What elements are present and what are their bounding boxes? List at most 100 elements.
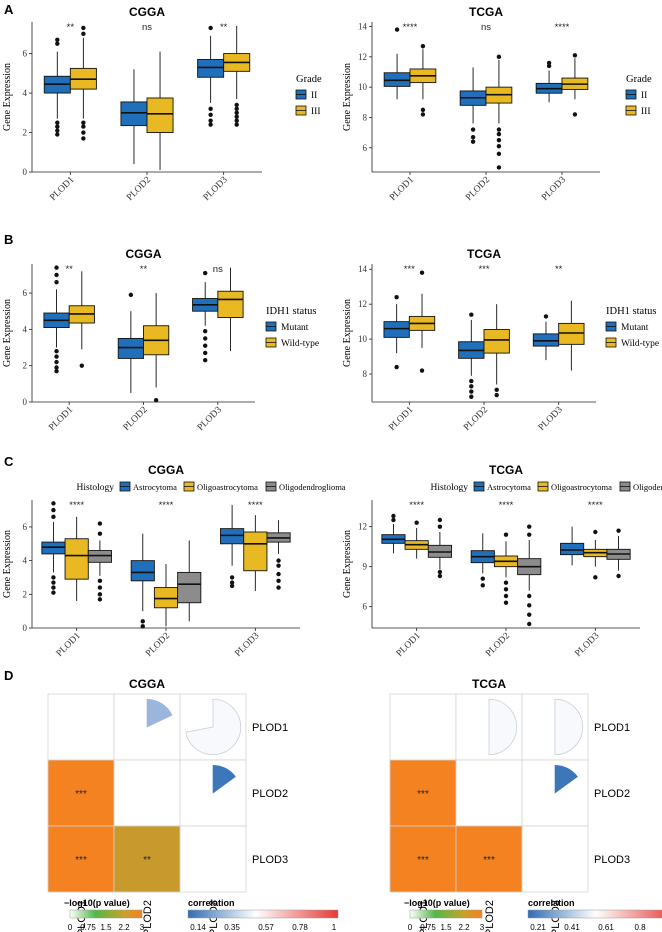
outlier-point xyxy=(437,569,443,575)
panel-label-d: D xyxy=(4,668,13,683)
pvalue-cell xyxy=(455,825,523,893)
outlier-point xyxy=(391,513,396,519)
box-wild-type-plod3 xyxy=(217,267,244,352)
box-mutant-plod2 xyxy=(117,292,144,393)
legend-title: IDH1 status xyxy=(266,306,316,317)
legend-entry: Oligoastrocytoma xyxy=(197,482,258,492)
x-tick-label: PLOD2 xyxy=(144,631,172,659)
outlier-point xyxy=(81,120,86,125)
outlier-point xyxy=(54,272,59,278)
box-oligoastrocytoma-plod2 xyxy=(493,532,519,605)
pvalue-stars: *** xyxy=(417,789,429,800)
pvalue-tick: 2.2 xyxy=(458,923,470,932)
significance-label: **** xyxy=(69,500,84,511)
correlation-tick: 0.57 xyxy=(258,923,274,932)
outlier-point xyxy=(527,621,532,627)
legend-entry: Mutant xyxy=(621,323,649,333)
outlier-point xyxy=(420,112,426,117)
box-oligodendroglioma-plod3 xyxy=(606,528,631,579)
outlier-point xyxy=(437,517,443,523)
outlier-point xyxy=(276,563,281,568)
significance-label: **** xyxy=(555,22,570,33)
significance-label: ** xyxy=(140,264,148,275)
correlation-tick: 1 xyxy=(332,923,337,932)
outlier-point xyxy=(276,578,281,584)
outlier-point xyxy=(469,394,474,399)
pvalue-tick: 1.5 xyxy=(440,923,452,932)
box-astrocytoma-plod3 xyxy=(560,526,585,566)
outlier-point xyxy=(140,619,145,624)
boxplot-b-tcga: TCGA Gene Expression 8 10 12 14 PLOD1 *** PLOD2 *… xyxy=(342,247,659,433)
x-tick-label: PLOD2 xyxy=(122,405,150,433)
y-tick-label: 12 xyxy=(358,522,367,532)
outlier-point xyxy=(496,144,502,149)
boxplot-c-cgga: CGGA Gene Expression 0 2 4 6 PLOD1 **** PLOD2 ***… xyxy=(2,463,346,659)
outlier-point xyxy=(202,358,208,363)
outlier-point xyxy=(276,585,281,590)
box-iii-plod2 xyxy=(146,51,174,171)
outlier-point xyxy=(54,354,59,359)
outlier-point xyxy=(593,529,598,535)
row-label: PLOD2 xyxy=(594,788,630,800)
pvalue-cell xyxy=(47,759,115,827)
chart-title: TCGA xyxy=(469,5,503,19)
correlation-legend-title: correlation xyxy=(528,898,575,908)
outlier-point xyxy=(51,590,56,595)
x-tick-label: PLOD2 xyxy=(125,175,153,203)
y-tick-label: 14 xyxy=(358,264,368,274)
correlation-pie xyxy=(554,764,578,794)
box-body xyxy=(558,322,585,345)
outlier-point xyxy=(55,41,60,46)
y-tick-label: 10 xyxy=(358,82,368,92)
box-mutant-plod2 xyxy=(458,312,485,399)
outlier-point xyxy=(437,573,443,579)
x-tick-label: PLOD1 xyxy=(48,175,76,203)
box-wild-type-plod1 xyxy=(68,271,95,368)
x-tick-label: PLOD1 xyxy=(388,175,416,203)
legend: IDH1 status Mutant Wild-type xyxy=(605,306,659,349)
outlier-point xyxy=(394,27,400,32)
row-label: PLOD1 xyxy=(252,722,288,734)
outlier-point xyxy=(97,531,103,536)
y-tick-label: 2 xyxy=(23,589,28,599)
pvalue-tick: 0 xyxy=(408,923,413,932)
chart-title: CGGA xyxy=(129,5,165,19)
legend-entry: Mutant xyxy=(281,323,309,333)
outlier-point xyxy=(494,387,499,392)
box-body xyxy=(120,101,148,127)
significance-label: ** xyxy=(220,22,228,33)
box-wild-type-plod2 xyxy=(143,293,170,403)
y-tick-label: 8 xyxy=(363,369,368,379)
outlier-point xyxy=(234,118,239,123)
outlier-point xyxy=(97,592,103,597)
outlier-point xyxy=(81,130,86,135)
y-axis-label: Gene Expression xyxy=(342,299,353,367)
outlier-point xyxy=(97,578,103,584)
y-tick-label: 6 xyxy=(363,602,368,612)
box-body xyxy=(560,542,585,556)
box-wild-type-plod2 xyxy=(483,304,510,398)
legend-title: Grade xyxy=(296,74,322,85)
box-oligoastrocytoma-plod3 xyxy=(583,529,608,580)
outlier-point xyxy=(234,110,239,115)
pvalue-stars: *** xyxy=(417,855,429,866)
outlier-point xyxy=(51,580,56,585)
outlier-point xyxy=(546,63,552,69)
y-tick-label: 6 xyxy=(23,49,28,59)
y-axis-label: Gene Expression xyxy=(2,63,13,131)
outlier-point xyxy=(202,270,208,276)
box-oligoastrocytoma-plod3 xyxy=(243,515,268,591)
pvalue-tick: 3 xyxy=(480,923,485,932)
box-body xyxy=(153,587,179,609)
pvalue-legend-title: −log10(p value) xyxy=(404,898,470,908)
significance-label: *** xyxy=(404,264,415,275)
color-legends: −log10(p value) 0 0.75 1.5 2.2 3 correlation 0.… xyxy=(404,898,662,932)
y-tick-label: 12 xyxy=(358,52,367,62)
box-iii-plod3 xyxy=(561,53,589,117)
outlier-point xyxy=(79,363,85,368)
y-axis-label: Gene Expression xyxy=(342,530,353,598)
x-tick-label: PLOD2 xyxy=(464,175,492,203)
x-tick-label: PLOD3 xyxy=(233,631,261,659)
